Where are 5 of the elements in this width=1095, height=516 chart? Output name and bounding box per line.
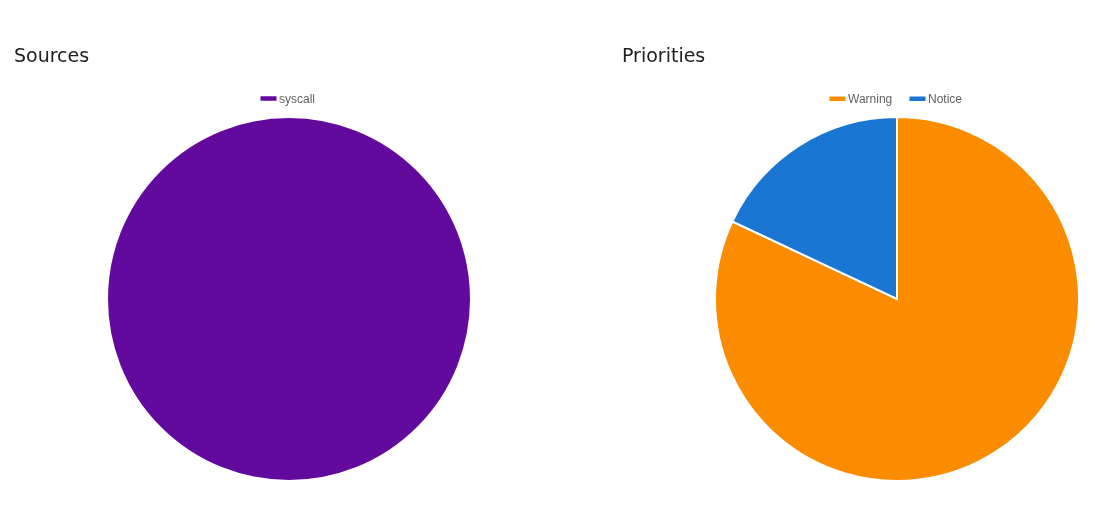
legend-label: Warning — [848, 91, 893, 106]
legend-label: Notice — [928, 91, 963, 106]
chart-title: Priorities — [622, 44, 706, 66]
chart-title: Sources — [14, 44, 90, 66]
legend-label: syscall — [279, 91, 316, 106]
